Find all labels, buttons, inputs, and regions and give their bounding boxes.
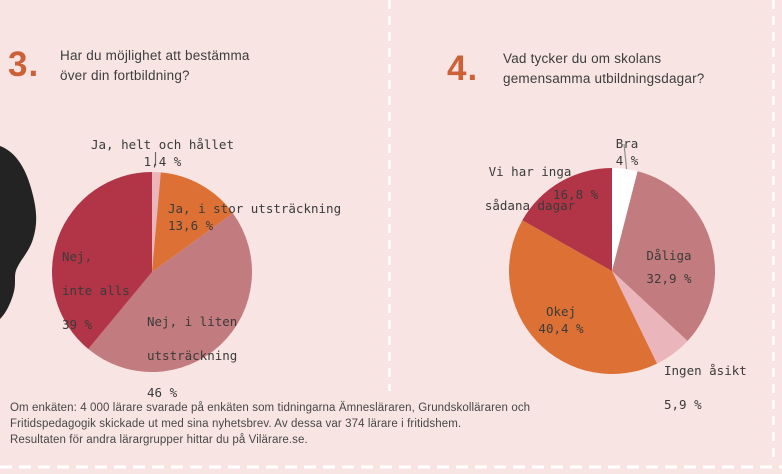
pie-chart-4 [509,168,715,374]
slice-pct: 13,6 % [168,218,214,233]
pie-chart-3 [52,172,252,372]
pie-slice [612,171,715,342]
slice-label-okej: Okej 40,4 % [521,286,601,354]
survey-note-line: Om enkäten: 4 000 lärare svarade på enkä… [10,402,531,414]
survey-note: Om enkäten: 4 000 lärare svarade på enkä… [10,400,570,448]
question-3: Har du möjlighet att bestämma över din f… [60,48,250,83]
slice-pct: 4 % [615,153,639,168]
slice-label-ja-i-stor-utstrackning: Ja, i stor utsträckning 13,6 % [168,183,378,251]
pie-slice [612,168,638,271]
pie-slice [152,172,161,272]
pie-slice [509,220,658,374]
slice-pct: 32,9 % [646,271,692,286]
question-4: Vad tycker du om skolans gemensamma utbi… [503,51,705,86]
slice-pct-vi-har-inga: 16,8 % [553,187,599,202]
pie-slice [612,271,688,364]
slice-label-nej-inte-alls: Nej, inte alls 39 % [62,249,130,332]
survey-note-line: Fritidspedagogik skickade ut med sina ny… [10,418,462,430]
slice-pct: 1,4 % [143,154,182,169]
pie-slice [52,172,152,350]
slice-label-nej-i-liten-utstrackning: Nej, i liten utsträckning 46 % [147,314,238,400]
slice-label-ja-helt-och-hallet: Ja, helt och hållet 1,4 % [80,119,245,187]
label-leader-line [623,143,628,174]
survey-note-line: Resultaten för andra lärargrupper hittar… [10,434,308,446]
slice-label-daliga: Dåliga 32,9 % [629,230,709,304]
slice-label-bra: Bra 4 % [597,118,657,186]
slice-pct: 46 % [147,385,178,400]
slice-pct: 5,9 % [664,397,702,412]
slice-pct: 39 % [62,317,93,332]
pie-slice [152,172,233,272]
slice-label-ingen-asikt: Ingen åsikt 5,9 % [664,363,747,412]
pie-slice [522,168,612,271]
slice-pct: 40,4 % [538,321,584,336]
pie-slice [88,213,252,372]
slice-label-vi-har-inga-sadana-dagar: Vi har inga sådana dagar [484,164,576,213]
panel-number-4: 4. [447,49,479,88]
panel-number-3: 3. [8,45,40,84]
photo-cutout-shape [0,146,37,319]
